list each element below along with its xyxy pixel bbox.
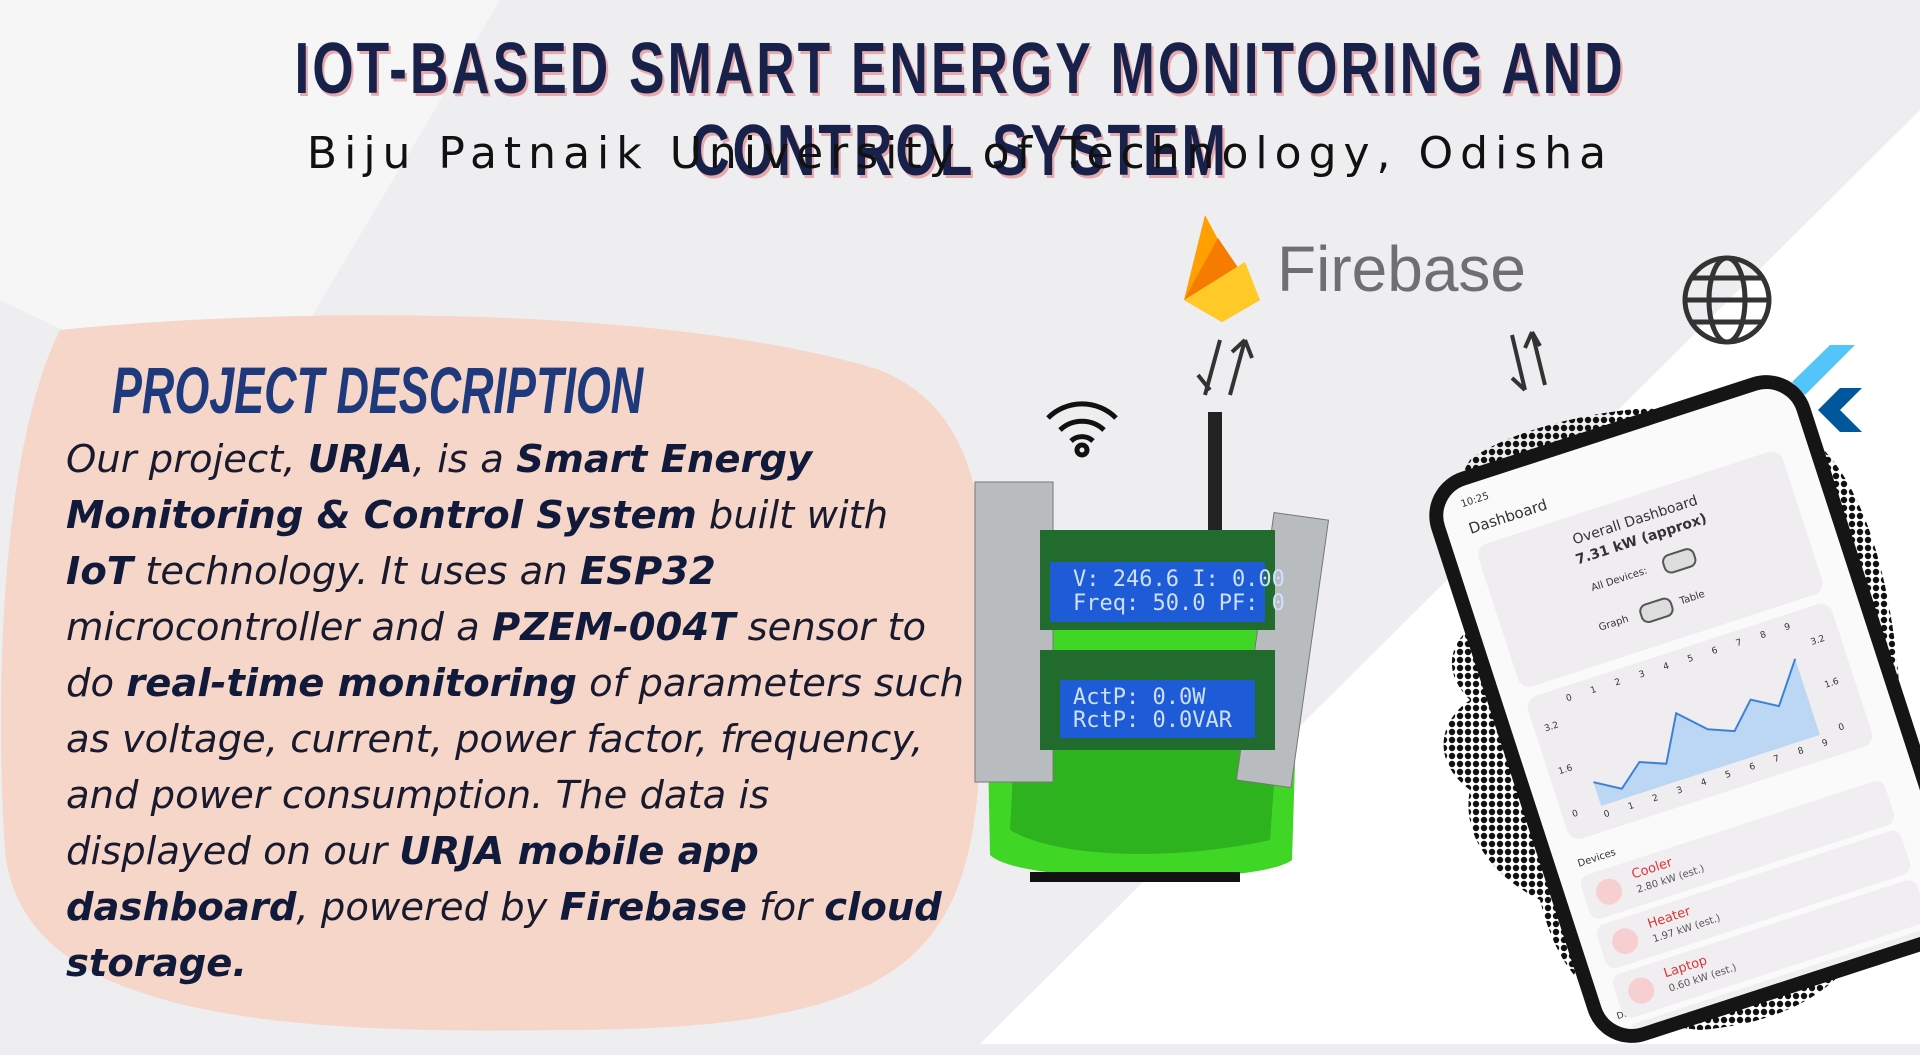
- section-heading: PROJECT DESCRIPTION: [112, 353, 644, 427]
- flutter-logo: [1792, 345, 1862, 432]
- paragraph-run: URJA mobile app dashboard: [66, 829, 759, 930]
- device-icon: [1592, 875, 1626, 909]
- bg-shape: [0, 0, 500, 420]
- lcd-line: Freq: 50.0 PF: 0: [1073, 591, 1285, 616]
- paragraph-run: , is a: [412, 437, 517, 482]
- subtitle: Biju Patnaik University of Technology, O…: [306, 128, 1614, 179]
- lcd-line: RctP: 0.0VAR: [1073, 708, 1233, 733]
- wifi-icon: [1046, 401, 1118, 458]
- chart-area: [1593, 658, 1820, 806]
- paragraph-run: real-time monitoring: [126, 661, 577, 706]
- firebase-logo: [1184, 215, 1260, 322]
- paragraph-run: built with: [696, 493, 889, 538]
- device: V: 246.6 I: 0.00 Freq: 50.0 PF: 0 ActP: …: [974, 412, 1330, 882]
- lcd-line: ActP: 0.0W: [1073, 685, 1206, 710]
- paragraph-run: sensor to do: [66, 605, 927, 706]
- device-icon: [1624, 974, 1658, 1008]
- paragraph-run: for: [746, 885, 825, 930]
- paragraph-run: cloud storage.: [66, 885, 942, 986]
- sync-arrows: [1196, 331, 1547, 396]
- paragraph-run: URJA: [307, 437, 413, 482]
- description-paragraph: Our project, URJA, is a Smart Energy Mon…: [66, 432, 966, 992]
- chart-card: 0 0 1 1 2 2 3 3 4 4 5 5 6 6 7 7 8 8 9 9 3.2 3.2 1.6 1.6 0 0: [1524, 600, 1876, 843]
- paragraph-run: microcontroller and a: [66, 605, 493, 650]
- paragraph-run: of parameters such as voltage, current, …: [66, 661, 965, 874]
- paragraph-run: IoT: [66, 549, 134, 594]
- paragraph-run: technology. It uses an: [133, 549, 580, 594]
- paragraph-run: PZEM-004T: [492, 605, 736, 650]
- paragraph-run: Our project,: [66, 437, 308, 482]
- mini-chart: [1593, 658, 1820, 806]
- paragraph-run: Firebase: [559, 885, 747, 930]
- chart-line: [1593, 658, 1797, 790]
- phone: 10:25 Dashboard Overall Dashboard 7.31 k…: [1417, 363, 1920, 1055]
- firebase-label: Firebase: [1277, 233, 1526, 305]
- globe-icon: [1682, 255, 1772, 345]
- lcd-line: V: 246.6 I: 0.00: [1073, 567, 1285, 592]
- paragraph-run: ESP32: [579, 549, 716, 594]
- status-time: 10:25: [1459, 490, 1491, 511]
- paragraph-run: , powered by: [296, 885, 560, 930]
- paragraph-run: Smart Energy Monitoring & Control System: [66, 437, 813, 538]
- description-blob: [0, 315, 986, 1031]
- device-icon: [1608, 924, 1642, 958]
- title: IOT-BASED SMART ENERGY MONITORING AND CO…: [294, 29, 1626, 191]
